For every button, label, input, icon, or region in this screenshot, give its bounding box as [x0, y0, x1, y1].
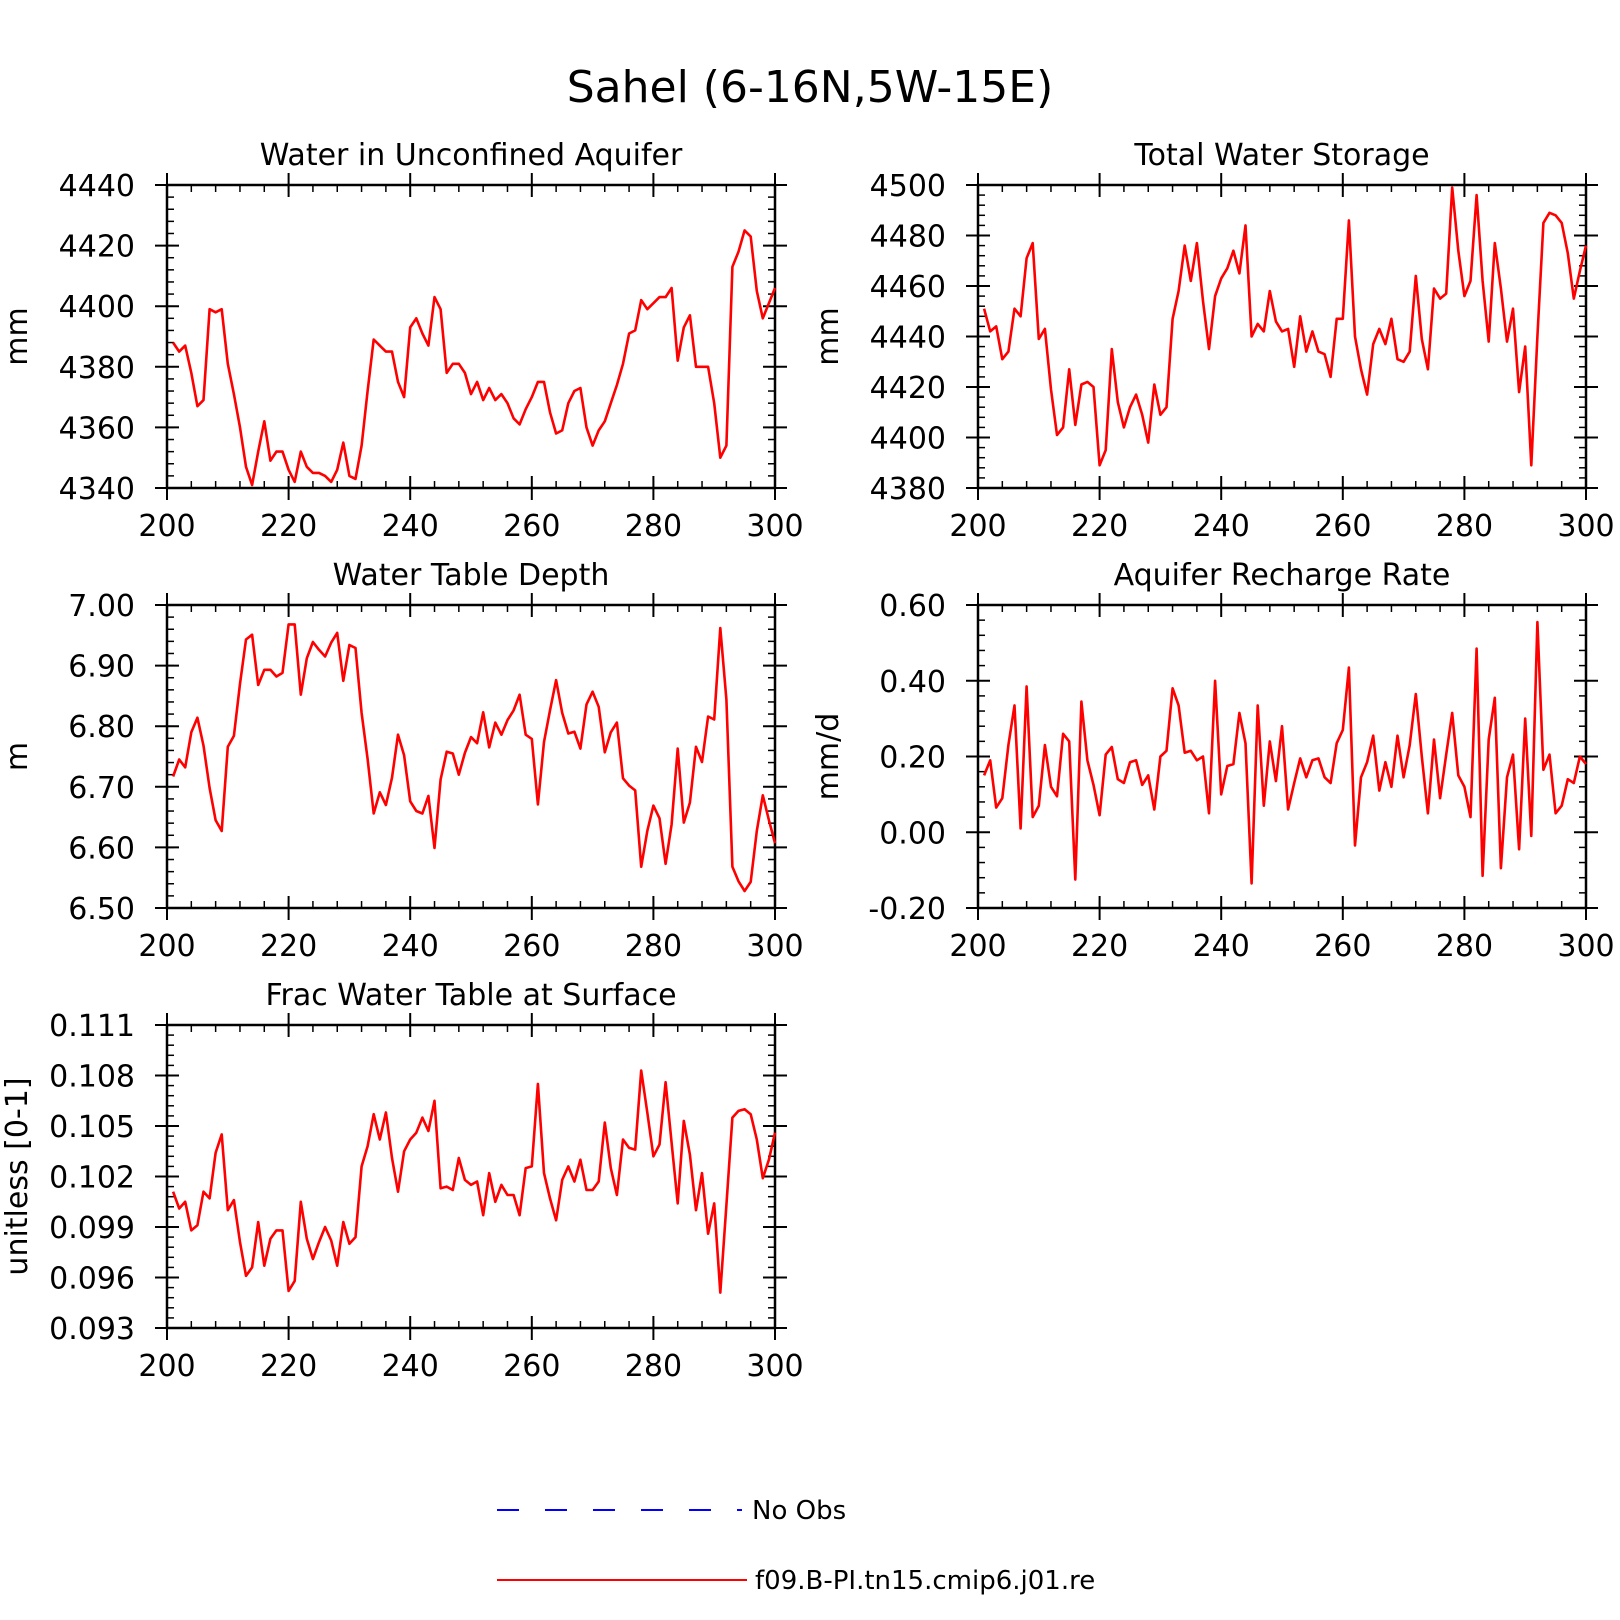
- y-tick-label: 0.20: [879, 741, 946, 776]
- x-tick-label: 220: [1071, 509, 1128, 544]
- x-tick-label: 300: [1557, 929, 1614, 964]
- y-axis-label: mm/d: [811, 713, 846, 801]
- y-tick-label: 0.105: [49, 1110, 135, 1145]
- x-tick-label: 200: [138, 509, 195, 544]
- x-tick-label: 240: [382, 929, 439, 964]
- y-tick-label: 6.60: [68, 831, 135, 866]
- y-tick-label: 4500: [870, 169, 946, 204]
- y-tick-label: 6.80: [68, 710, 135, 745]
- panel-frac-water-table-at-surface: Frac Water Table at Surface unitless [0-1…: [0, 978, 804, 1384]
- plot-frame: [976, 183, 1588, 490]
- plot-frame: [165, 1023, 777, 1330]
- y-tick-label: 0.40: [879, 665, 946, 700]
- y-axis-label: m: [0, 742, 35, 771]
- x-tick-label: 300: [746, 509, 803, 544]
- panel-title: Water Table Depth: [333, 558, 610, 593]
- y-tick-label: 6.90: [68, 650, 135, 685]
- chart-panels: Water in Unconfined Aquifer mm 200 220 240 26…: [0, 138, 1615, 1384]
- y-tick-label: 0.102: [49, 1161, 135, 1196]
- panel-total-water-storage: Total Water Storage mm 200 220 240 260 280 300 4…: [811, 138, 1615, 544]
- figure-title: Sahel (6-16N,5W-15E): [567, 62, 1054, 113]
- y-tick-label: 4380: [870, 472, 946, 507]
- x-tick-label: 280: [625, 1349, 682, 1384]
- panel-title: Frac Water Table at Surface: [265, 978, 676, 1013]
- y-tick-label: 4440: [59, 169, 135, 204]
- legend-label-no-obs: No Obs: [752, 1496, 846, 1526]
- y-tick-label: 4420: [59, 230, 135, 265]
- x-tick-label: 220: [260, 929, 317, 964]
- x-tick-label: 240: [1193, 929, 1250, 964]
- x-tick-label: 260: [1314, 509, 1371, 544]
- x-tick-label: 240: [382, 1349, 439, 1384]
- x-tick-label: 220: [260, 1349, 317, 1384]
- x-tick-label: 260: [503, 509, 560, 544]
- panel-title: Water in Unconfined Aquifer: [260, 138, 683, 173]
- panel-title: Total Water Storage: [1133, 138, 1429, 173]
- series-line: [171, 1069, 777, 1294]
- series-line: [172, 229, 777, 487]
- plot-frame: [165, 603, 777, 910]
- y-tick-label: 4480: [870, 220, 946, 255]
- x-tick-label: 200: [949, 509, 1006, 544]
- y-tick-label: 0.00: [879, 816, 946, 851]
- y-tick-label: 0.093: [49, 1312, 135, 1347]
- y-tick-label: 0.60: [879, 589, 946, 624]
- y-tick-label: 4400: [59, 290, 135, 325]
- y-tick-label: 4380: [59, 351, 135, 386]
- x-tick-label: 300: [1557, 509, 1614, 544]
- x-tick-label: 300: [746, 929, 803, 964]
- x-tick-label: 240: [382, 509, 439, 544]
- panel-water-table-depth: Water Table Depth m 200 220 240 260 280 300 6.50…: [0, 558, 804, 964]
- legend: No Obs f09.B-PI.tn15.cmip6.j01.re: [497, 1496, 1095, 1596]
- y-tick-label: 4400: [870, 422, 946, 457]
- y-tick-label: 4420: [870, 371, 946, 406]
- x-tick-label: 260: [1314, 929, 1371, 964]
- x-tick-label: 200: [138, 929, 195, 964]
- x-tick-label: 280: [1436, 929, 1493, 964]
- y-tick-label: -0.20: [868, 892, 946, 927]
- x-tick-label: 260: [503, 929, 560, 964]
- x-tick-label: 200: [138, 1349, 195, 1384]
- x-tick-label: 220: [260, 509, 317, 544]
- series-line: [982, 620, 1588, 885]
- x-tick-label: 220: [1071, 929, 1128, 964]
- y-tick-label: 0.108: [49, 1060, 135, 1095]
- x-tick-label: 280: [1436, 509, 1493, 544]
- y-tick-label: 4360: [59, 411, 135, 446]
- x-tick-label: 300: [746, 1349, 803, 1384]
- x-tick-label: 280: [625, 929, 682, 964]
- panel-title: Aquifer Recharge Rate: [1114, 558, 1451, 593]
- y-tick-label: 4340: [59, 472, 135, 507]
- x-tick-label: 200: [949, 929, 1006, 964]
- panel-aquifer-recharge-rate: Aquifer Recharge Rate mm/d 200 220 240 260 280…: [811, 558, 1615, 964]
- y-tick-label: 0.111: [49, 1009, 135, 1044]
- x-tick-label: 280: [625, 509, 682, 544]
- x-tick-label: 260: [503, 1349, 560, 1384]
- y-tick-label: 0.096: [49, 1262, 135, 1297]
- y-axis-label: mm: [0, 307, 35, 365]
- series-line: [171, 623, 777, 893]
- y-tick-label: 6.70: [68, 771, 135, 806]
- y-tick-label: 4440: [870, 321, 946, 356]
- y-axis-label: mm: [811, 307, 846, 365]
- series-line: [982, 186, 1588, 467]
- y-axis-label: unitless [0-1]: [0, 1077, 35, 1275]
- x-tick-label: 240: [1193, 509, 1250, 544]
- legend-label-model: f09.B-PI.tn15.cmip6.j01.re: [755, 1566, 1095, 1596]
- y-tick-label: 7.00: [68, 589, 135, 624]
- panel-water-in-unconfined-aquifer: Water in Unconfined Aquifer mm 200 220 240 26…: [0, 138, 804, 544]
- plot-frame: [165, 183, 777, 490]
- y-tick-label: 0.099: [49, 1211, 135, 1246]
- y-tick-label: 6.50: [68, 892, 135, 927]
- y-tick-label: 4460: [870, 270, 946, 305]
